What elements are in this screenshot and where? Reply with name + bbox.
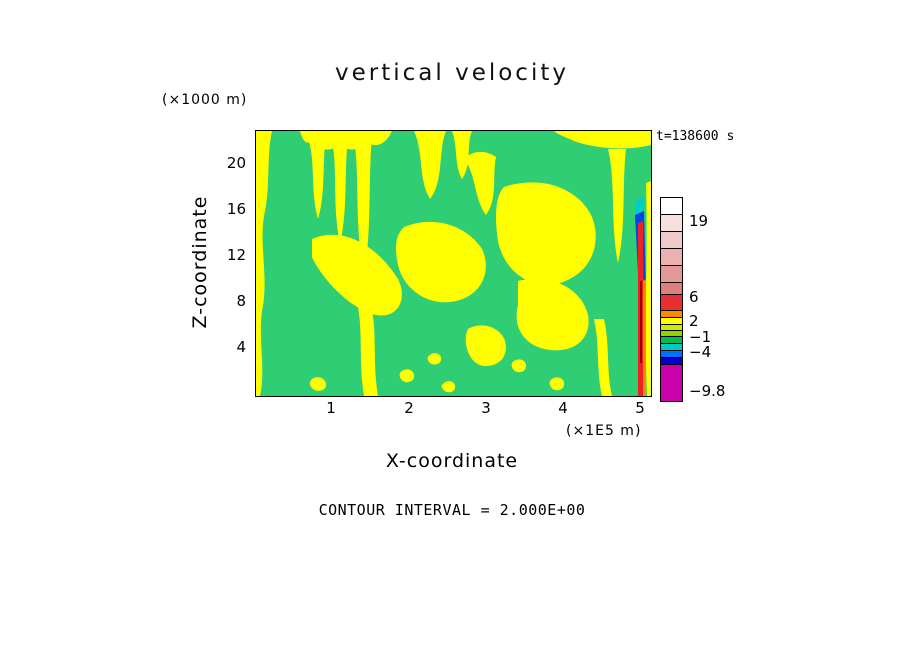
colorbar-segment	[661, 325, 682, 331]
colorbar-segment	[661, 318, 682, 325]
colorbar-segment	[661, 266, 682, 283]
yellow-speck-5	[549, 377, 565, 391]
colorbar-segment	[661, 344, 682, 351]
yellow-streak-right	[608, 149, 626, 263]
colorbar	[660, 197, 683, 402]
yellow-speck-1	[309, 377, 326, 391]
x-tick-4: 4	[558, 399, 568, 417]
yellow-speck-6	[427, 353, 442, 365]
contour-interval-label: CONTOUR INTERVAL = 2.000E+00	[318, 501, 586, 519]
colorbar-segment	[661, 295, 682, 311]
x-axis-unit-label: (×1E5 m)	[566, 423, 642, 439]
y-axis-unit-label: (×1000 m)	[162, 92, 248, 108]
yellow-streak-top-center	[414, 131, 446, 199]
colorbar-segment	[661, 337, 682, 344]
yellow-blob-upper-middle	[464, 151, 496, 215]
colorbar-segment	[661, 311, 682, 318]
y-tick-20: 20	[226, 154, 246, 172]
colorbar-segment	[661, 365, 682, 401]
colorbar-label-6: 6	[689, 288, 699, 306]
colorbar-segment	[661, 351, 682, 358]
yellow-streak-2	[332, 139, 348, 243]
yellow-blob-bottom-center	[465, 325, 506, 367]
x-tick-3: 3	[481, 399, 491, 417]
y-tick-8: 8	[236, 292, 246, 310]
yellow-streak-3	[354, 137, 372, 273]
colorbar-label-2: 2	[689, 312, 699, 330]
x-tick-1: 1	[326, 399, 336, 417]
yellow-region-right-center	[496, 182, 596, 285]
yellow-region-center	[396, 221, 486, 303]
colorbar-label-neg1: −1	[689, 328, 712, 346]
colorbar-segment	[661, 331, 682, 337]
x-tick-5: 5	[635, 399, 645, 417]
colorbar-label-min: −9.8	[689, 382, 726, 400]
yellow-region-top-right	[554, 131, 651, 149]
colorbar-label-max: 19	[689, 212, 709, 230]
x-axis-label: X-coordinate	[385, 450, 519, 472]
feature-orange-sliver	[643, 279, 646, 396]
colorbar-segment	[661, 232, 682, 249]
colorbar-segment	[661, 215, 682, 232]
yellow-strip-right-edge	[645, 181, 651, 396]
colorbar-segment	[661, 283, 682, 295]
colorbar-label-neg4: −4	[689, 343, 712, 361]
yellow-streak-lower-left	[356, 299, 378, 396]
yellow-region-diagonal	[312, 234, 402, 316]
colorbar-segment	[661, 198, 682, 215]
x-tick-2: 2	[404, 399, 414, 417]
colorbar-segment	[661, 249, 682, 266]
yellow-blob-top-center	[452, 131, 472, 179]
y-axis-label: Z-coordinate	[189, 195, 211, 329]
feature-dark-core	[640, 281, 642, 363]
time-label: t=138600 s	[656, 129, 735, 144]
yellow-region-right-mid	[516, 278, 589, 351]
yellow-streak-bottom-right	[594, 319, 612, 396]
yellow-speck-2	[399, 369, 415, 383]
yellow-speck-3	[441, 381, 456, 393]
y-tick-4: 4	[236, 338, 246, 356]
y-tick-12: 12	[226, 246, 246, 264]
chart-title: vertical velocity	[335, 60, 569, 86]
y-tick-16: 16	[226, 200, 246, 218]
colorbar-segment	[661, 358, 682, 365]
yellow-speck-4	[511, 359, 527, 373]
contour-plot	[255, 130, 652, 397]
yellow-streak-1	[308, 137, 326, 219]
yellow-region-left-edge	[256, 131, 272, 396]
